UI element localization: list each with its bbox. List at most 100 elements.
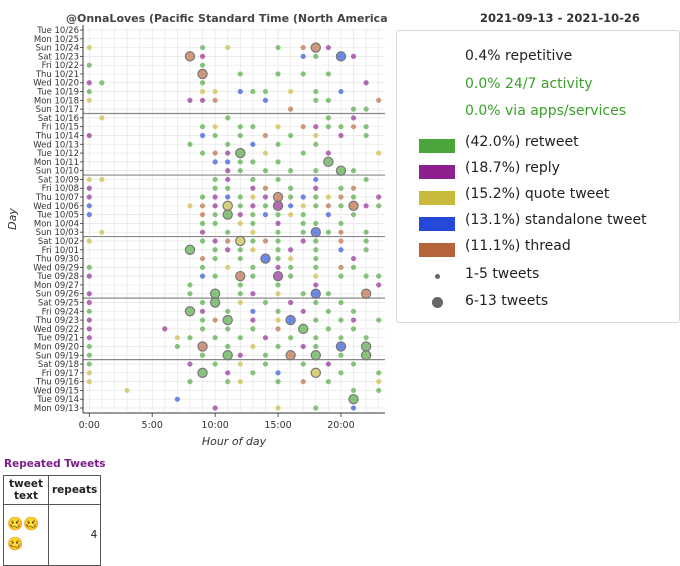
data-point — [300, 150, 306, 156]
data-point — [225, 308, 231, 314]
data-point — [325, 379, 331, 385]
data-point — [212, 361, 218, 367]
data-point — [235, 147, 246, 159]
data-point — [275, 291, 281, 297]
data-point — [225, 326, 231, 332]
data-point — [199, 97, 206, 103]
data-point — [262, 299, 269, 306]
data-point — [212, 150, 218, 156]
data-point — [313, 317, 319, 323]
data-point — [288, 273, 294, 279]
data-point — [212, 255, 218, 262]
data-point — [222, 314, 233, 326]
data-point — [212, 176, 218, 183]
y-tick-label: Sun 10/03 — [36, 228, 79, 238]
data-point — [350, 387, 357, 394]
data-point — [313, 132, 319, 139]
y-tick-label: Wed 09/22 — [33, 325, 79, 335]
data-point — [250, 220, 256, 226]
y-tick-label: Fri 10/15 — [42, 123, 79, 133]
y-tick-label: Thu 09/30 — [35, 255, 79, 265]
data-point — [275, 176, 281, 183]
data-point — [285, 314, 296, 326]
data-point — [376, 97, 382, 103]
data-point — [199, 53, 206, 59]
data-point — [199, 80, 206, 86]
repeats-cell: 4 — [47, 504, 102, 566]
x-tick-label: 20:00 — [327, 420, 354, 431]
data-point — [338, 370, 344, 376]
y-tick-label: Tue 09/28 — [36, 272, 79, 282]
data-point — [199, 203, 206, 209]
data-point — [187, 97, 193, 103]
data-point — [199, 124, 206, 130]
data-point — [325, 361, 331, 367]
data-point — [222, 209, 233, 220]
y-tick-label: Mon 09/20 — [34, 342, 79, 352]
data-point — [363, 176, 369, 183]
y-tick-label: Fri 09/17 — [42, 369, 79, 379]
y-tick-label: Tue 10/19 — [36, 88, 79, 98]
data-point — [86, 379, 92, 385]
data-point — [250, 159, 256, 165]
data-point — [350, 106, 357, 112]
data-point — [237, 361, 243, 367]
data-point — [225, 168, 231, 174]
data-point — [237, 299, 243, 306]
y-tick-label: Sat 10/23 — [38, 52, 79, 62]
data-point — [199, 194, 206, 200]
data-point — [313, 88, 319, 95]
data-point — [313, 405, 319, 411]
data-point — [199, 62, 206, 68]
data-point — [86, 80, 92, 86]
data-point — [86, 291, 92, 297]
data-point — [187, 379, 193, 385]
data-point — [275, 317, 281, 323]
data-point — [250, 264, 256, 270]
data-point — [225, 141, 231, 147]
data-point — [250, 124, 256, 130]
legend-label-thread: (11.1%) thread — [465, 238, 571, 254]
data-point — [350, 405, 357, 411]
data-point — [376, 194, 382, 200]
data-point — [237, 88, 243, 95]
data-point — [184, 51, 196, 62]
data-point — [363, 124, 369, 130]
data-point — [86, 176, 92, 183]
data-point — [350, 124, 357, 130]
data-point — [350, 194, 357, 200]
data-point — [338, 229, 344, 235]
data-point — [212, 405, 218, 411]
data-point — [199, 264, 206, 270]
data-point — [199, 88, 206, 95]
data-point — [197, 341, 208, 352]
legend-swatch-standalone-tweet — [419, 217, 455, 231]
data-point — [225, 194, 231, 200]
data-point — [199, 150, 206, 156]
data-point — [99, 229, 105, 235]
data-point — [209, 288, 221, 299]
y-tick-label: Sun 10/17 — [36, 105, 79, 115]
data-point — [300, 220, 306, 226]
data-point — [300, 343, 306, 350]
data-point — [212, 212, 218, 218]
data-point — [174, 335, 180, 341]
tweet-text-cell: 🥴🥴 🥴 — [3, 504, 49, 566]
data-point — [212, 185, 218, 191]
data-point — [275, 238, 281, 244]
data-point — [350, 264, 357, 270]
data-point — [262, 97, 269, 103]
y-tick-label: Sun 10/24 — [36, 44, 79, 54]
legend-large-dot-icon — [432, 297, 443, 308]
data-point — [225, 247, 231, 253]
data-point — [212, 194, 218, 200]
data-point — [86, 203, 92, 209]
data-point — [288, 106, 294, 112]
data-point — [212, 159, 218, 165]
data-point — [323, 156, 334, 168]
data-point — [86, 264, 92, 270]
data-point — [335, 341, 347, 352]
data-point — [275, 71, 281, 77]
data-point — [300, 203, 306, 209]
data-point — [313, 273, 319, 279]
